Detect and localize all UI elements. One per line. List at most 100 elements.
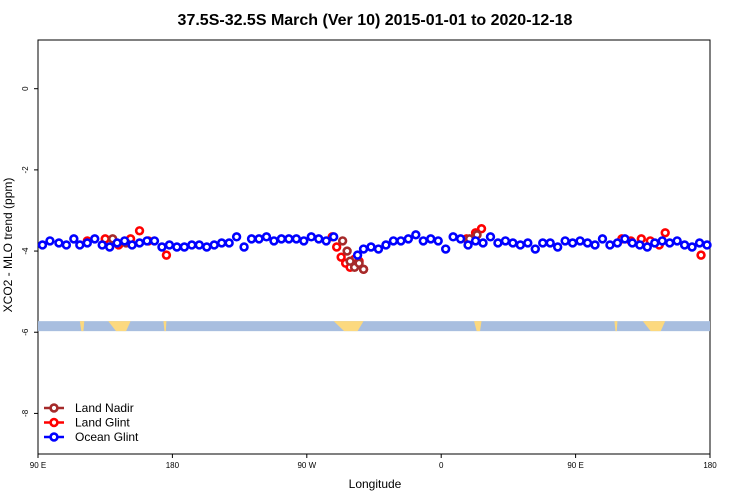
ocean-glint-point [627,238,638,248]
ocean-glint-point [433,236,443,246]
ocean-glint-point [381,240,391,250]
ocean-glint-point [299,236,309,246]
ocean-glint-point [702,240,712,250]
ocean-glint-point [69,234,79,244]
ocean-glint-point [112,238,122,248]
ocean-glint-point [650,238,660,248]
ocean-glint-point [194,240,204,250]
ocean-glint-point [90,234,100,244]
legend-label-ocean-glint: Ocean Glint [75,430,139,444]
ocean-glint-point [463,240,473,250]
ocean-glint-point [75,240,85,250]
ocean-glint-point [664,238,675,248]
ocean-glint-point [672,236,682,246]
ocean-glint-point [679,240,690,250]
y-axis-label: XCO2 - MLO trend (ppm) [1,178,15,313]
legend-label-land-glint: Land Glint [75,416,130,430]
ocean-glint-point [523,238,533,248]
ocean-glint-point [552,242,563,252]
ocean-glint-point [493,238,503,248]
ocean-glint-point [642,242,652,252]
ocean-glint-point [694,238,705,248]
land-segment-4 [474,321,482,332]
ocean-glint-point [157,242,167,252]
x-tick-label-2: 90 W [297,461,316,470]
ocean-glint-point [149,236,160,246]
x-tick-label-0: 90 E [30,461,46,470]
ocean-strip [38,321,710,332]
ocean-glint-point [142,236,152,246]
legend-marker-land-glint [49,417,59,428]
ocean-glint-point [82,238,92,248]
ocean-glint-point [485,232,496,242]
ocean-glint-point [508,238,518,248]
ocean-glint-point [291,234,302,244]
land-nadir-point [354,258,364,268]
ocean-glint-point [620,234,630,244]
ocean-glint-point [635,240,645,250]
legend-label-land-nadir: Land Nadir [75,401,134,415]
ocean-glint-point [45,236,55,246]
ocean-glint-point [612,238,623,248]
land-segment-6 [642,321,666,332]
land-glint-point [134,226,145,236]
land-glint-point [161,250,172,260]
land-segment-0 [79,321,85,332]
land-glint-point [476,224,487,234]
ocean-glint-point [164,240,175,250]
ocean-glint-point [97,240,107,250]
ocean-glint-point [575,236,585,246]
ocean-glint-point [582,238,593,248]
ocean-glint-point [358,244,369,254]
ocean-glint-point [216,238,227,248]
land-nadir-point [342,246,352,256]
ocean-glint-point [224,238,234,248]
ocean-glint-point [530,244,540,254]
ocean-glint-point [560,236,570,246]
ocean-glint-point [605,240,615,250]
legend-marker-ocean-glint [49,432,59,442]
ocean-glint-point [538,238,548,248]
ocean-glint-point [134,238,145,248]
ocean-glint-point [104,242,115,252]
x-tick-label-4: 90 E [567,461,583,470]
ocean-glint-point [306,232,316,242]
land-nadir-point [337,236,348,246]
ocean-glint-point [172,242,182,252]
ocean-glint-point [687,242,697,252]
ocean-glint-point [455,234,466,244]
y-tick-label-2: -4 [21,247,30,255]
y-tick-label-0: 0 [21,86,30,91]
ocean-glint-point [187,240,197,250]
ocean-glint-point [284,234,294,244]
ocean-glint-point [373,244,384,254]
y-axis: 0 -2 -4 -6 -8 [21,86,38,417]
ocean-glint-point [276,234,287,244]
ocean-glint-point [500,236,511,246]
ocean-glint-point [388,236,399,246]
ocean-glint-point [261,232,272,242]
y-tick-label-4: -8 [21,409,30,417]
land-segment-1 [108,321,131,332]
land-nadir-point [345,256,355,266]
land-glint-point [336,252,346,262]
ocean-glint-point [470,236,481,246]
x-axis-label: Longitude [349,477,402,491]
land-nadir-point [358,264,369,275]
legend-marker-land-nadir [49,403,59,413]
ocean-glint-point [321,236,331,246]
ocean-glint-point [231,232,242,242]
y-tick-label-3: -6 [21,328,30,336]
series-ocean-glint [37,230,712,260]
x-tick-label-1: 180 [166,461,180,470]
land-glint-point [660,228,670,238]
ocean-glint-point [314,234,324,244]
ocean-glint-point [119,236,130,246]
ocean-glint-point [426,234,436,244]
ocean-glint-point [54,238,64,248]
ocean-glint-point [396,236,406,246]
land-ocean-strip [38,321,710,332]
ocean-glint-point [440,244,451,254]
ocean-glint-point [418,236,428,246]
